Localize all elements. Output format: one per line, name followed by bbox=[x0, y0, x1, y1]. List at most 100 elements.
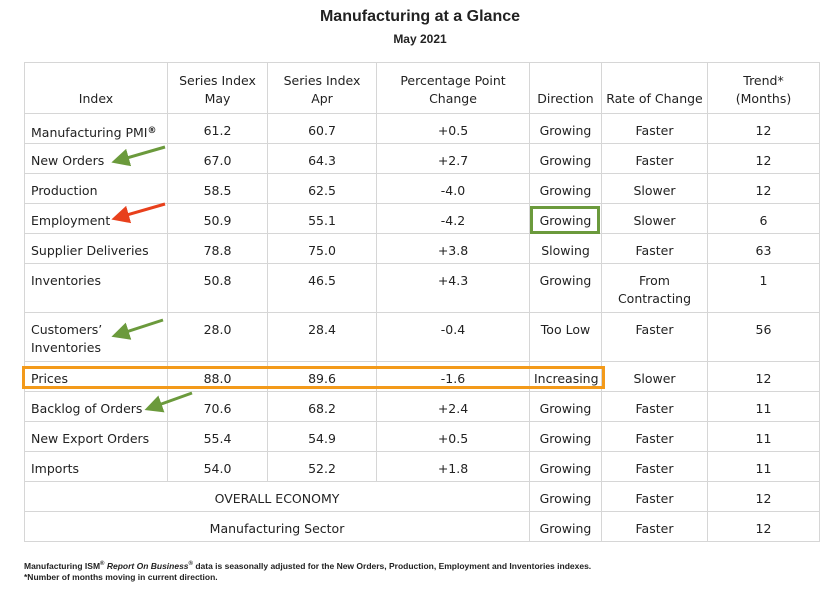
table-row: Manufacturing PMI® 61.2 60.7 +0.5 Growin… bbox=[24, 113, 820, 144]
row-index: Imports bbox=[24, 451, 168, 482]
header-index: Index bbox=[24, 62, 168, 114]
row-index: Customers’ Inventories bbox=[24, 312, 168, 362]
cell-apr: 46.5 bbox=[267, 263, 377, 313]
summary-label: Manufacturing Sector bbox=[24, 511, 530, 542]
cell-rate: Faster bbox=[601, 143, 708, 174]
cell-rate-line1: From bbox=[639, 273, 670, 288]
header-direction: Direction bbox=[529, 62, 602, 114]
table-header-row: Index Series Index May Series Index Apr Pe… bbox=[24, 62, 820, 114]
table-row: New Export Orders 55.4 54.9 +0.5 Growing… bbox=[24, 421, 820, 452]
cell-direction: Slowing bbox=[529, 233, 602, 264]
cell-apr: 52.2 bbox=[267, 451, 377, 482]
cell-rate: Faster bbox=[601, 481, 708, 512]
cell-apr: 28.4 bbox=[267, 312, 377, 362]
cell-direction: Too Low bbox=[529, 312, 602, 362]
cell-trend: 12 bbox=[707, 113, 820, 144]
footnote-line1: Manufacturing ISM® Report On Business® d… bbox=[24, 559, 591, 572]
table-row: Customers’ Inventories 28.0 28.4 -0.4 Too… bbox=[24, 312, 820, 362]
table-row: Inventories 50.8 46.5 +4.3 Growing From C… bbox=[24, 263, 820, 313]
cell-change: -0.4 bbox=[376, 312, 530, 362]
cell-change: +4.3 bbox=[376, 263, 530, 313]
cell-direction: Growing bbox=[529, 143, 602, 174]
cell-may: 55.4 bbox=[167, 421, 268, 452]
cell-rate: Faster bbox=[601, 113, 708, 144]
header-series-apr: Series Index Apr bbox=[267, 62, 377, 114]
row-index: Manufacturing PMI® bbox=[24, 113, 168, 144]
cell-change: -4.0 bbox=[376, 173, 530, 204]
cell-rate: Faster bbox=[601, 511, 708, 542]
footnote-post: data is seasonally adjusted for the New … bbox=[192, 560, 592, 571]
cell-rate-line2: Contracting bbox=[617, 291, 692, 306]
cell-apr: 55.1 bbox=[267, 203, 377, 234]
header-series-apr-line2: Apr bbox=[311, 91, 333, 106]
footnote-line2: *Number of months moving in current dire… bbox=[24, 571, 218, 582]
cell-direction: Growing bbox=[529, 173, 602, 204]
cell-trend: 12 bbox=[707, 143, 820, 174]
row-index: Backlog of Orders bbox=[24, 391, 168, 422]
cell-change: +0.5 bbox=[376, 421, 530, 452]
cell-apr: 68.2 bbox=[267, 391, 377, 422]
cell-apr: 62.5 bbox=[267, 173, 377, 204]
cell-direction: Growing bbox=[529, 421, 602, 452]
cell-direction: Growing bbox=[529, 481, 602, 512]
cell-trend: 12 bbox=[707, 511, 820, 542]
footnote-italic: Report On Business bbox=[106, 560, 189, 571]
row-index-line1: Customers’ bbox=[31, 322, 103, 337]
cell-trend: 12 bbox=[707, 173, 820, 204]
prices-row-highlight bbox=[22, 366, 605, 389]
cell-change: -4.2 bbox=[376, 203, 530, 234]
table-row: Backlog of Orders 70.6 68.2 +2.4 Growing… bbox=[24, 391, 820, 422]
cell-may: 50.8 bbox=[167, 263, 268, 313]
cell-change: +0.5 bbox=[376, 113, 530, 144]
header-ppc-line1: Percentage Point bbox=[400, 73, 506, 88]
cell-change: +3.8 bbox=[376, 233, 530, 264]
page-title: Manufacturing at a Glance bbox=[319, 8, 521, 25]
cell-may: 58.5 bbox=[167, 173, 268, 204]
row-index: New Export Orders bbox=[24, 421, 168, 452]
table-row: Employment 50.9 55.1 -4.2 Growing Slower… bbox=[24, 203, 820, 234]
row-index: New Orders bbox=[24, 143, 168, 174]
cell-trend: 56 bbox=[707, 312, 820, 362]
cell-may: 78.8 bbox=[167, 233, 268, 264]
registered-mark: ® bbox=[147, 126, 157, 136]
cell-rate: From Contracting bbox=[601, 263, 708, 313]
cell-trend: 11 bbox=[707, 421, 820, 452]
cell-direction: Growing bbox=[529, 511, 602, 542]
cell-rate: Faster bbox=[601, 421, 708, 452]
table-row: Production 58.5 62.5 -4.0 Growing Slower… bbox=[24, 173, 820, 204]
cell-may: 61.2 bbox=[167, 113, 268, 144]
row-index-label: Manufacturing PMI bbox=[31, 125, 148, 140]
cell-trend: 11 bbox=[707, 451, 820, 482]
manufacturing-table: Index Series Index May Series Index Apr Pe… bbox=[24, 62, 820, 542]
summary-row: OVERALL ECONOMY Growing Faster 12 bbox=[24, 481, 820, 512]
row-index: Production bbox=[24, 173, 168, 204]
header-trend: Trend* (Months) bbox=[707, 62, 820, 114]
row-index: Employment bbox=[24, 203, 168, 234]
employment-direction-highlight bbox=[530, 206, 600, 234]
cell-apr: 60.7 bbox=[267, 113, 377, 144]
cell-change: +1.8 bbox=[376, 451, 530, 482]
cell-rate: Slower bbox=[601, 361, 708, 392]
cell-may: 28.0 bbox=[167, 312, 268, 362]
row-index-line2: Inventories bbox=[31, 340, 101, 355]
row-index: Supplier Deliveries bbox=[24, 233, 168, 264]
cell-rate: Faster bbox=[601, 312, 708, 362]
cell-trend: 63 bbox=[707, 233, 820, 264]
footnote-pre: Manufacturing ISM bbox=[24, 560, 101, 571]
header-trend-line2: (Months) bbox=[735, 91, 792, 106]
cell-change: +2.7 bbox=[376, 143, 530, 174]
header-series-may-line1: Series Index bbox=[179, 73, 256, 88]
row-index: Inventories bbox=[24, 263, 168, 313]
cell-change: +2.4 bbox=[376, 391, 530, 422]
cell-trend: 11 bbox=[707, 391, 820, 422]
cell-apr: 54.9 bbox=[267, 421, 377, 452]
cell-rate: Slower bbox=[601, 203, 708, 234]
cell-apr: 75.0 bbox=[267, 233, 377, 264]
summary-label: OVERALL ECONOMY bbox=[24, 481, 530, 512]
cell-rate: Slower bbox=[601, 173, 708, 204]
cell-direction: Growing bbox=[529, 113, 602, 144]
table-row: New Orders 67.0 64.3 +2.7 Growing Faster… bbox=[24, 143, 820, 174]
cell-direction: Growing bbox=[529, 263, 602, 313]
cell-direction: Growing bbox=[529, 451, 602, 482]
footnote: Manufacturing ISM® Report On Business® d… bbox=[24, 559, 591, 583]
